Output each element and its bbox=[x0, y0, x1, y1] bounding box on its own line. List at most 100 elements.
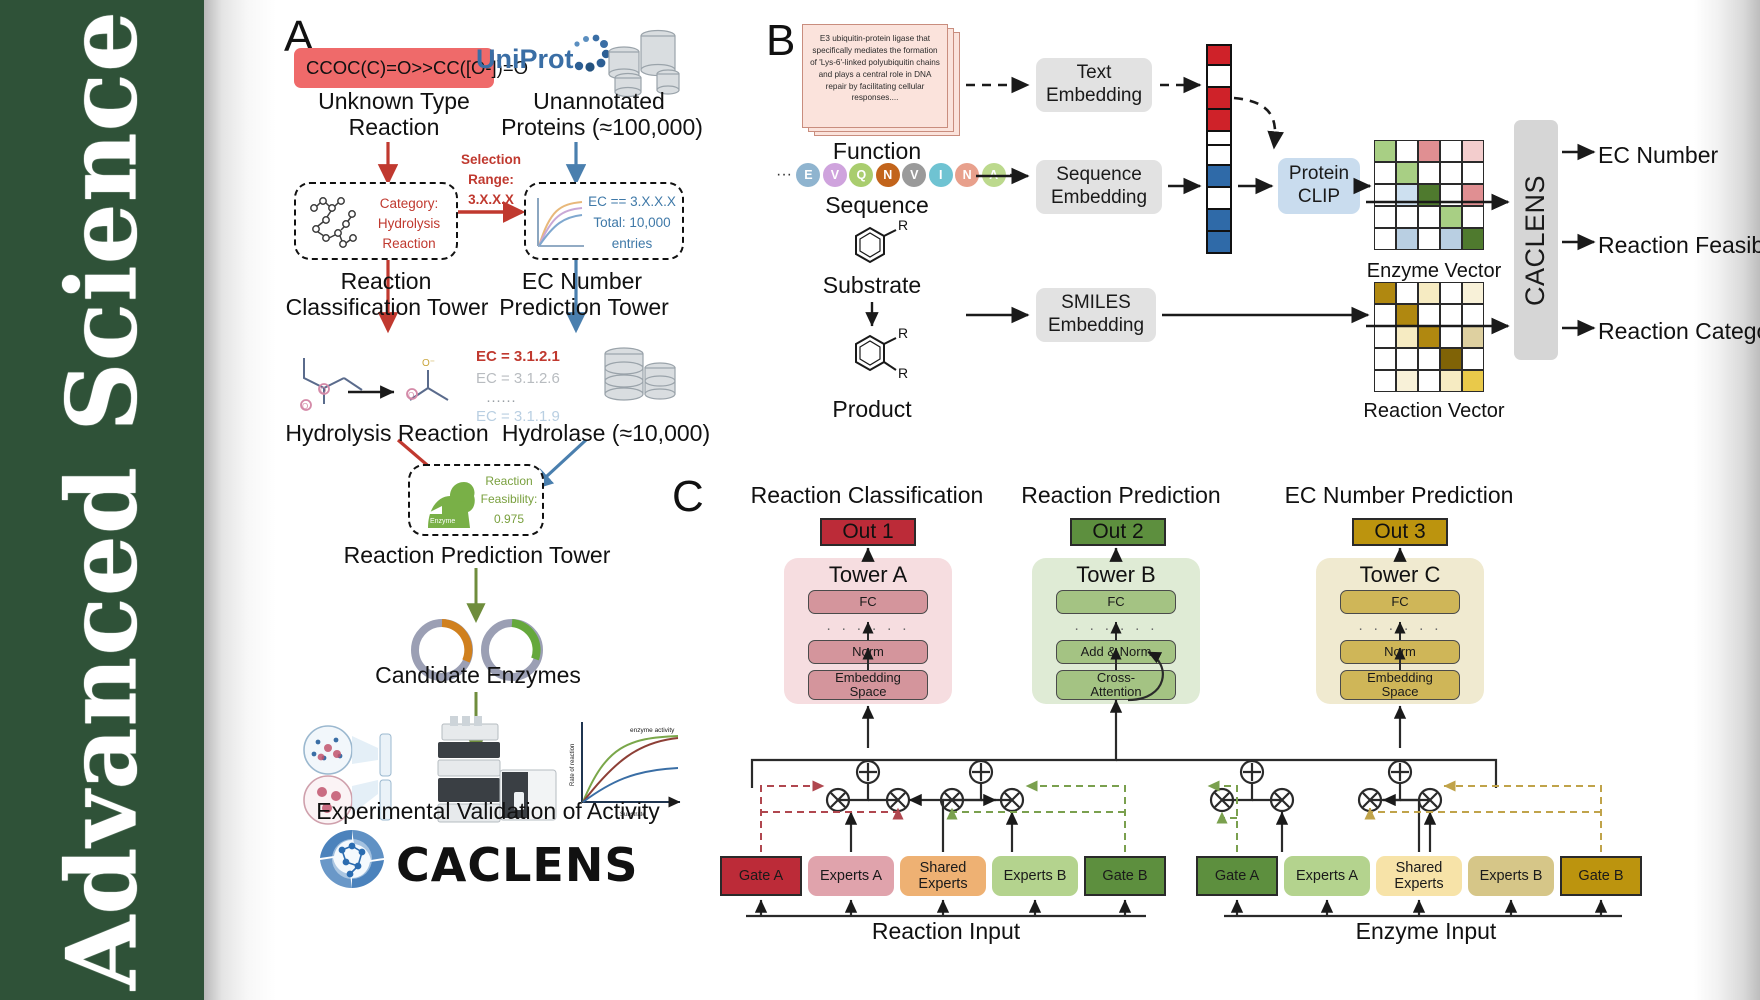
enzyme-activity-plot-icon: enzyme activity Substrate Rate of reacti… bbox=[570, 722, 681, 818]
moe-left-experts-b[interactable]: Experts B bbox=[992, 856, 1078, 896]
tower-a-body: Tower A FC · · · · · · Norm Embedding Sp… bbox=[784, 558, 952, 704]
product-r2-label: R bbox=[898, 365, 908, 381]
residue-6: N bbox=[955, 163, 980, 187]
feasibility-l1: Reaction bbox=[485, 474, 533, 488]
tower-b-block-addnorm: Add & Norm bbox=[1056, 640, 1176, 664]
text-vector-cell-2 bbox=[1206, 88, 1232, 110]
function-caption: Function bbox=[832, 138, 922, 164]
enzyme-matrix-cell-3-4 bbox=[1462, 206, 1484, 228]
reaction-matrix-cell-4-0 bbox=[1374, 370, 1396, 392]
reaction-matrix-cell-3-0 bbox=[1374, 348, 1396, 370]
reaction-matrix-cell-1-2 bbox=[1418, 304, 1440, 326]
feasibility-value: 0.975 bbox=[493, 512, 525, 526]
enzyme-matrix-cell-1-3 bbox=[1440, 162, 1462, 184]
caclens-core-bar: CACLENS bbox=[1514, 120, 1558, 360]
sequence-residues: ··· E V Q N V I N A ··· bbox=[776, 163, 1026, 187]
reaction-matrix-cell-3-1 bbox=[1396, 348, 1418, 370]
enzyme-matrix-cell-3-3 bbox=[1440, 206, 1462, 228]
seq-vector-cell-3 bbox=[1206, 210, 1232, 232]
enzyme-matrix-cell-0-0 bbox=[1374, 140, 1396, 162]
panel-b-letter: B bbox=[766, 16, 796, 65]
caclens-wordmark: CACLENS bbox=[396, 838, 639, 892]
tower-b-block-fc: FC bbox=[1056, 590, 1176, 614]
enzyme-matrix-cell-3-1 bbox=[1396, 206, 1418, 228]
enzyme-vector-caption: Enzyme Vector bbox=[1366, 260, 1502, 282]
unknown-reaction-caption-line1: Unknown Type bbox=[318, 88, 470, 114]
enzyme-matrix-cell-3-0 bbox=[1374, 206, 1396, 228]
product-caption: Product bbox=[832, 396, 912, 422]
enzyme-matrix-cell-1-2 bbox=[1418, 162, 1440, 184]
journal-spine-title: Advanced Science bbox=[45, 9, 159, 991]
reaction-matrix-cell-1-0 bbox=[1374, 304, 1396, 326]
seq-vector-cell-2 bbox=[1206, 188, 1232, 210]
moe-right-experts-b[interactable]: Experts B bbox=[1468, 856, 1554, 896]
selection-range-l1: Selection bbox=[460, 152, 522, 167]
residue-3: N bbox=[875, 163, 900, 187]
tower-right-caption-2: Prediction Tower bbox=[499, 294, 669, 320]
tower-b-block-dots: · · · · · · bbox=[1074, 620, 1158, 637]
tower-right-caption-1: EC Number bbox=[521, 268, 643, 294]
candidate-plasmid-icon bbox=[411, 619, 543, 681]
enzyme-matrix-cell-0-4 bbox=[1462, 140, 1484, 162]
activity-xlabel: Substrate bbox=[620, 812, 646, 818]
reaction-matrix-cell-0-3 bbox=[1440, 282, 1462, 304]
ec-list-item-2: ······ bbox=[486, 392, 516, 409]
function-doc-text: E3 ubiquitin-protein ligase that specifi… bbox=[802, 24, 948, 128]
ec-list-item-1: EC = 3.1.2.6 bbox=[476, 370, 560, 387]
text-embedding-chip[interactable]: Text Embedding bbox=[1036, 58, 1152, 112]
category-value-1: Hydrolysis bbox=[377, 216, 441, 231]
substrate-r-label: R bbox=[898, 217, 908, 233]
tower-a-embed-l2: Space bbox=[849, 684, 887, 699]
sequence-ellipsis-right: ··· bbox=[1008, 166, 1025, 183]
hydrolase-caption: Hydrolase (≈10,000) bbox=[501, 420, 711, 446]
curve-plot-icon bbox=[537, 198, 584, 247]
moe-right-experts-a[interactable]: Experts A bbox=[1284, 856, 1370, 896]
selection-range-l2: Range: bbox=[468, 172, 514, 187]
uniprot-dots-icon bbox=[574, 29, 680, 98]
smiles-embedding-l2: Embedding bbox=[1047, 315, 1145, 336]
hydrolase-database-icon bbox=[604, 347, 676, 401]
tower-b-name: Tower B bbox=[1076, 562, 1156, 587]
moe-left-gate-b[interactable]: Gate B bbox=[1084, 856, 1166, 896]
enzyme-matrix-cell-2-2 bbox=[1418, 184, 1440, 206]
reaction-matrix-cell-4-3 bbox=[1440, 370, 1462, 392]
reaction-matrix-cell-1-1 bbox=[1396, 304, 1418, 326]
moe-left-experts-a[interactable]: Experts A bbox=[808, 856, 894, 896]
text-embedding-vector bbox=[1206, 44, 1232, 154]
smiles-embedding-chip[interactable]: SMILES Embedding bbox=[1036, 288, 1156, 342]
enzyme-input-label: Enzyme Input bbox=[1355, 918, 1497, 944]
output-ec-number: EC Number bbox=[1598, 142, 1719, 168]
tower-a-block-norm: Norm bbox=[808, 640, 928, 664]
moe-right-gate-b[interactable]: Gate B bbox=[1560, 856, 1642, 896]
protein-clip-chip[interactable]: Protein CLIP bbox=[1278, 158, 1360, 214]
moe-right-gate-a[interactable]: Gate A bbox=[1196, 856, 1278, 896]
sequence-embedding-chip[interactable]: Sequence Embedding bbox=[1036, 160, 1162, 214]
tower-a-block-dots: · · · · · · bbox=[826, 620, 910, 637]
unannotated-proteins-line1: Unannotated bbox=[533, 88, 665, 114]
svg-text:O⁻: O⁻ bbox=[422, 358, 435, 369]
feasibility-l2: Feasibility: bbox=[480, 492, 538, 506]
reaction-matrix-cell-0-1 bbox=[1396, 282, 1418, 304]
sequence-embedding-l2: Embedding bbox=[1050, 187, 1148, 208]
protein-clip-l2: CLIP bbox=[1297, 186, 1341, 207]
tower-a-title: Reaction Classification bbox=[750, 482, 984, 508]
sequence-embedding-vector bbox=[1206, 144, 1232, 254]
moe-left-gate-a[interactable]: Gate A bbox=[720, 856, 802, 896]
ec-box-line1: EC == 3.X.X.X bbox=[588, 194, 676, 209]
sequence-ellipsis-left: ··· bbox=[776, 166, 792, 183]
residue-0: E bbox=[796, 163, 821, 187]
moe-right-shared-experts[interactable]: Shared Experts bbox=[1376, 856, 1462, 896]
sample-plates-icon bbox=[303, 725, 392, 825]
enzyme-matrix-cell-0-1 bbox=[1396, 140, 1418, 162]
sequence-caption: Sequence bbox=[825, 192, 929, 218]
acetate-product-icon: O⁻ O bbox=[396, 348, 506, 414]
tower-c-name: Tower C bbox=[1359, 562, 1441, 587]
ec-box-line3: entries bbox=[611, 236, 653, 251]
page-edge-right bbox=[1694, 0, 1760, 1000]
reaction-feasibility-box: Enzyme Reaction Feasibility: 0.975 bbox=[408, 464, 544, 536]
reaction-input-label: Reaction Input bbox=[871, 918, 1021, 944]
residue-5: I bbox=[928, 163, 953, 187]
tower-c-out: Out 3 bbox=[1352, 518, 1448, 546]
moe-left-shared-experts[interactable]: Shared Experts bbox=[900, 856, 986, 896]
tower-left-caption-2: Classification Tower bbox=[285, 294, 489, 320]
